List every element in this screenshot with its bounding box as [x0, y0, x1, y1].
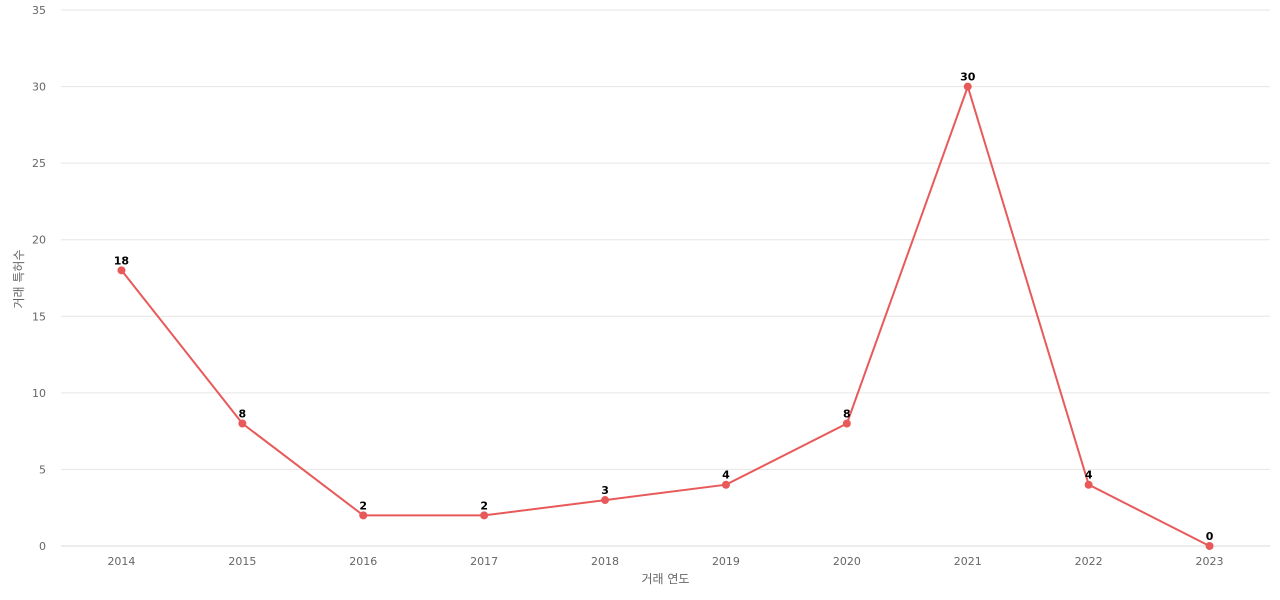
data-label: 2	[480, 499, 488, 512]
data-label: 3	[601, 484, 609, 497]
x-tick-label: 2015	[228, 555, 256, 568]
y-tick-label: 10	[32, 387, 46, 400]
x-tick-label: 2020	[833, 555, 861, 568]
data-point	[963, 82, 972, 91]
y-tick-label: 20	[32, 234, 46, 247]
y-axis-title: 거래 특허수	[12, 249, 26, 308]
y-tick-label: 0	[39, 540, 46, 553]
y-tick-label: 25	[32, 157, 46, 170]
y-tick-label: 15	[32, 310, 46, 323]
data-label: 2	[359, 499, 367, 512]
x-axis-title: 거래 연도	[642, 572, 690, 586]
x-tick-label: 2021	[954, 555, 982, 568]
data-label: 8	[843, 407, 851, 420]
x-tick-label: 2023	[1196, 555, 1224, 568]
data-label: 8	[239, 407, 247, 420]
series-line	[120, 83, 1210, 547]
data-label: 0	[1206, 530, 1214, 543]
x-tick-label: 2014	[107, 555, 135, 568]
data-points	[117, 82, 1214, 550]
x-tick-label: 2018	[591, 555, 619, 568]
data-point	[238, 419, 247, 428]
x-tick-label: 2016	[349, 555, 377, 568]
x-tick-label: 2019	[712, 555, 740, 568]
data-labels: 18 8 2 2 3 4 8 30 4 0	[114, 71, 1214, 543]
data-point	[117, 266, 126, 275]
x-tick-label: 2017	[470, 555, 498, 568]
x-tick-label: 2022	[1075, 555, 1103, 568]
data-point	[480, 511, 489, 520]
data-point	[601, 496, 610, 505]
data-label: 4	[1085, 469, 1093, 482]
data-point	[721, 480, 730, 489]
data-label: 30	[960, 71, 976, 84]
y-tick-label: 5	[39, 463, 46, 476]
data-point	[1084, 480, 1093, 489]
data-point	[1205, 542, 1214, 550]
data-point	[842, 419, 851, 428]
data-label: 4	[722, 469, 730, 482]
data-point	[359, 511, 368, 520]
data-label: 18	[114, 254, 129, 267]
x-axis-ticks: 2014 2015 2016 2017 2018 2019 2020 2021 2022 2023	[107, 555, 1223, 568]
y-axis-ticks: 0 5 10 15 20 25 30 35	[32, 4, 46, 553]
y-tick-label: 30	[32, 81, 46, 94]
gridlines	[61, 9, 1270, 470]
y-tick-label: 35	[32, 4, 46, 17]
